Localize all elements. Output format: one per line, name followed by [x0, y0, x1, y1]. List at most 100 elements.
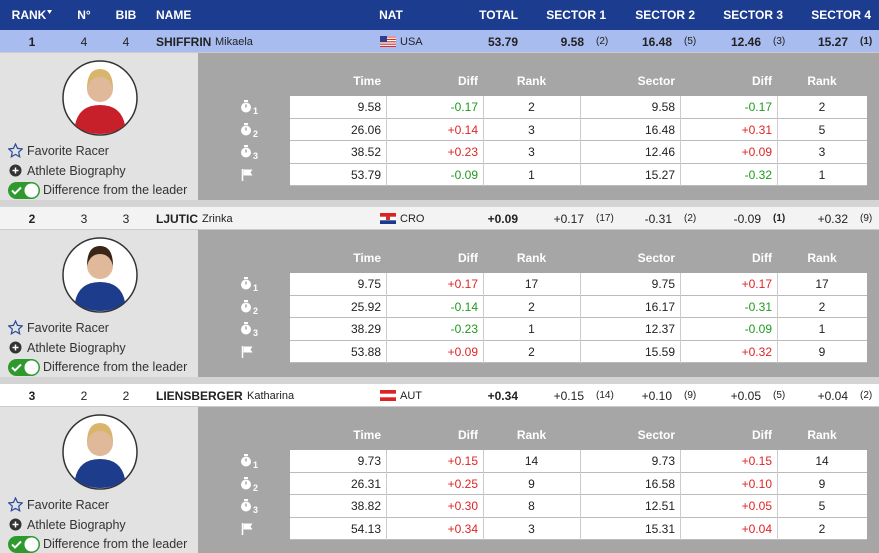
- sort-arrow: [47, 10, 52, 14]
- split-cell: 12.37: [644, 322, 675, 336]
- action-link[interactable]: Difference from the leader: [43, 360, 188, 374]
- column-header[interactable]: N°: [77, 8, 91, 22]
- split-cell: 53.79: [350, 167, 381, 182]
- cell-divider: [777, 118, 778, 141]
- cell-divider: [580, 318, 581, 341]
- cell-divider: [680, 273, 681, 296]
- sector-rank: (9): [860, 213, 873, 224]
- athlete-row[interactable]: 3 2 2 LIENSBERGER Katharina AUT +0.34 +0.15 (14)…: [0, 384, 879, 407]
- split-cell: 2: [528, 100, 535, 114]
- action-link[interactable]: Athlete Biography: [27, 341, 126, 355]
- cell-divider: [680, 495, 681, 518]
- split-cell: 5: [818, 122, 826, 137]
- split-column-header: Diff: [752, 251, 772, 265]
- sector-rank: (1): [860, 36, 873, 47]
- split-row: [290, 163, 867, 186]
- split-column-header: Rank: [807, 74, 837, 88]
- number: 2: [80, 389, 88, 403]
- split-cell: 15.59: [644, 344, 675, 359]
- split-column-header: Sector: [637, 251, 675, 265]
- action-link[interactable]: Favorite Racer: [27, 321, 109, 335]
- sector-rank: (3): [773, 36, 786, 47]
- split-row: [290, 141, 867, 164]
- split-cell: +0.17: [447, 277, 478, 291]
- cell-divider: [680, 450, 681, 473]
- split-cell: 1: [528, 322, 535, 336]
- split-cell: 9.58: [357, 100, 381, 114]
- split-cell: 14: [815, 454, 829, 468]
- cell-divider: [386, 96, 387, 119]
- split-column-header: Time: [353, 428, 381, 442]
- toggle: [8, 359, 40, 376]
- cell-divider: [386, 163, 387, 186]
- split-cell: 2: [818, 299, 826, 314]
- split-cell: +0.23: [447, 145, 478, 159]
- action-link[interactable]: Difference from the leader: [43, 183, 188, 197]
- first-name: Katharina: [247, 390, 295, 402]
- split-cell: 3: [528, 122, 535, 137]
- action-link[interactable]: Athlete Biography: [27, 164, 126, 178]
- split-cell: +0.10: [741, 476, 772, 491]
- sector-rank: (14): [596, 390, 614, 401]
- stopwatch-icon: [241, 100, 251, 113]
- cell-divider: [777, 295, 778, 318]
- sector-rank: (17): [596, 213, 614, 224]
- cell-divider: [386, 495, 387, 518]
- surname: SHIFFRIN: [156, 35, 212, 49]
- split-column-header: Diff: [752, 74, 772, 88]
- column-header[interactable]: BIB: [115, 8, 137, 22]
- cell-divider: [680, 163, 681, 186]
- number: 4: [80, 35, 88, 49]
- cell-divider: [580, 96, 581, 119]
- split-cell: 15.31: [644, 521, 675, 536]
- column-header[interactable]: NAT: [379, 8, 403, 22]
- action-link[interactable]: Favorite Racer: [27, 498, 109, 512]
- athlete-row[interactable]: 2 3 3 LJUTIC Zrinka CRO +0.09 +0.17 (17) -0.31 (2)…: [0, 207, 879, 230]
- rank: 3: [28, 389, 36, 403]
- finish-flag: [241, 345, 253, 358]
- column-header[interactable]: SECTOR 3: [723, 8, 783, 22]
- action-link[interactable]: Athlete Biography: [27, 518, 126, 532]
- nat: AUT: [400, 390, 422, 402]
- cell-divider: [483, 273, 484, 296]
- split-cell: +0.17: [741, 277, 772, 291]
- action-link[interactable]: Favorite Racer: [27, 144, 109, 158]
- stopwatch-icon: [241, 476, 251, 489]
- athlete-detail: Favorite Racer Athlete Biography Differenc…: [0, 53, 879, 200]
- column-header[interactable]: SECTOR 2: [635, 8, 695, 22]
- split-cell: 2: [528, 344, 535, 359]
- column-header[interactable]: TOTAL: [479, 8, 518, 22]
- column-header[interactable]: SECTOR 1: [546, 8, 606, 22]
- plus-icon: [9, 518, 22, 531]
- split-cell: 12.51: [644, 499, 675, 513]
- split-cell: 9.75: [651, 277, 675, 291]
- table-header: [0, 0, 879, 30]
- split-number: 3: [253, 151, 259, 161]
- star-icon: [8, 497, 23, 512]
- column-header[interactable]: NAME: [156, 8, 192, 22]
- cell-divider: [386, 318, 387, 341]
- sector-rank: (9): [684, 390, 697, 401]
- athlete-row[interactable]: 1 4 4 SHIFFRIN Mikaela USA 53.79 9.58 (2) 16.48 (5…: [0, 30, 879, 53]
- finish-flag: [241, 522, 253, 535]
- first-name: Mikaela: [215, 36, 253, 48]
- cell-divider: [777, 318, 778, 341]
- split-cell: 2: [818, 521, 826, 536]
- column-header[interactable]: SECTOR 4: [811, 8, 871, 22]
- split-cell: 9.58: [651, 100, 675, 114]
- split-number: 2: [253, 128, 259, 139]
- split-cell: -0.14: [450, 299, 478, 314]
- column-header[interactable]: RANK: [11, 8, 47, 22]
- cell-divider: [777, 141, 778, 164]
- split-cell: 2: [818, 100, 826, 114]
- sector-rank: (2): [596, 36, 609, 47]
- cell-divider: [483, 450, 484, 473]
- total: +0.34: [487, 389, 518, 403]
- cell-divider: [386, 118, 387, 141]
- action-link[interactable]: Difference from the leader: [43, 537, 188, 551]
- cell-divider: [580, 118, 581, 141]
- stopwatch-icon: [241, 322, 251, 335]
- split-cell: -0.09: [744, 322, 772, 336]
- split-cell: 53.88: [350, 344, 381, 359]
